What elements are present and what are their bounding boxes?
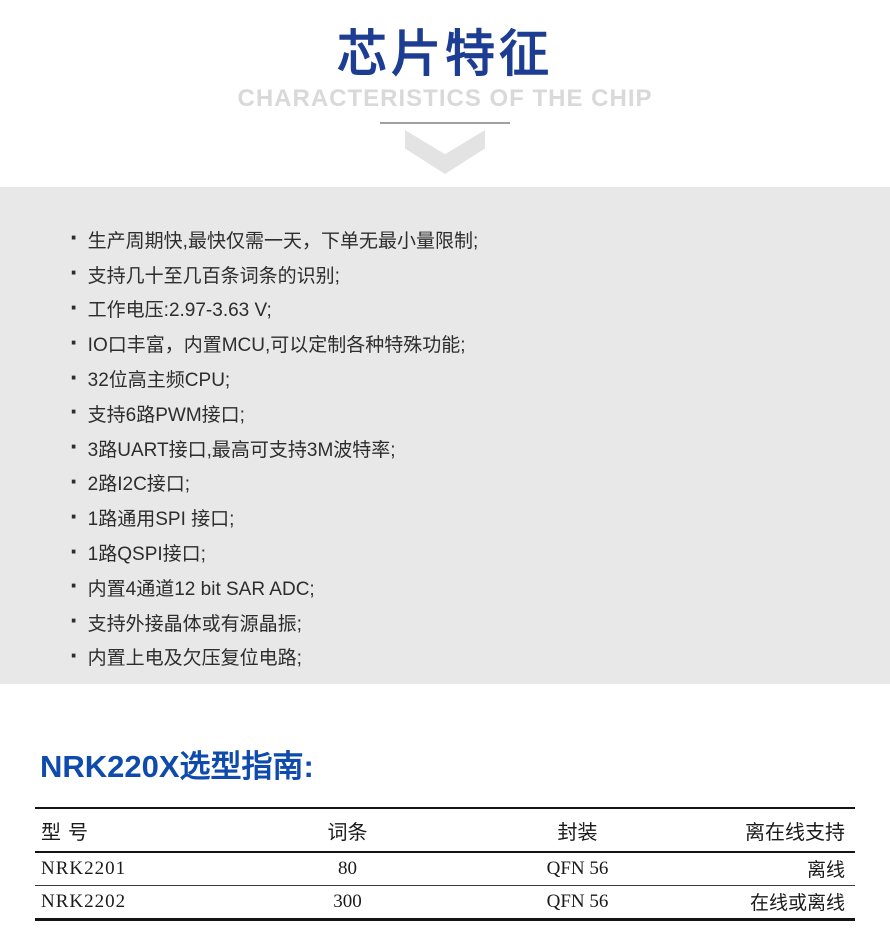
feature-text: 支持几十至几百条词条的识别;: [87, 265, 340, 287]
page-header: 芯片特征 CHARACTERISTICS OF THE CHIP: [0, 0, 890, 174]
divider-line: [380, 122, 510, 124]
column-header-online-support: 离在线支持: [695, 808, 855, 853]
feature-item: · 3路UART接口,最高可支持3M波特率;: [70, 431, 850, 466]
cell-online-support: 离线: [695, 852, 855, 886]
feature-text: 内置上电及欠压复位电路;: [87, 648, 302, 670]
bullet-icon: ·: [70, 326, 79, 357]
cell-online-support: 在线或离线: [749, 893, 845, 914]
feature-item: · 内置上电及欠压复位电路;: [70, 640, 850, 675]
bullet-icon: ·: [70, 500, 79, 531]
feature-text: 1路QSPI接口;: [87, 544, 206, 566]
feature-text: 3路UART接口,最高可支持3M波特率;: [87, 439, 396, 461]
bullet-icon: ·: [70, 291, 79, 322]
cell-package: QFN 56: [460, 852, 695, 886]
bullet-icon: ·: [70, 396, 79, 427]
table-row: NRK2201 80 QFN 56 离线: [35, 852, 855, 886]
cell-entries: 300: [333, 890, 362, 912]
bullet-icon: ·: [70, 605, 79, 636]
bullet-icon: ·: [70, 257, 79, 288]
table-row: NRK2202 300 QFN 56 在线或离线: [35, 886, 855, 920]
feature-item: · 支持外接晶体或有源晶振;: [70, 605, 850, 640]
bullet-icon: ·: [70, 431, 79, 462]
column-header-entries: 词条: [235, 808, 460, 853]
feature-text: 1路通用SPI 接口;: [87, 509, 235, 531]
chevron-down-icon: [405, 130, 485, 174]
feature-text: 生产周期快,最快仅需一天，下单无最小量限制;: [87, 230, 479, 252]
column-header-model: 型 号: [35, 808, 235, 853]
cell-package: QFN 56: [546, 890, 609, 912]
selection-guide-table: 型 号 词条 封装 离在线支持 NRK2201 80 QFN 56 离线 NRK…: [35, 807, 855, 921]
feature-text: 工作电压:2.97-3.63 V;: [87, 300, 272, 322]
cell-model: NRK2201: [35, 852, 235, 886]
table-header-row: 型 号 词条 封装 离在线支持: [35, 808, 855, 853]
feature-item: · 支持几十至几百条词条的识别;: [70, 257, 850, 292]
feature-item: · IO口丰富，内置MCU,可以定制各种特殊功能;: [70, 326, 850, 361]
feature-item: · 工作电压:2.97-3.63 V;: [70, 292, 850, 327]
feature-item: · 内置4通道12 bit SAR ADC;: [70, 570, 850, 605]
feature-text: 支持6路PWM接口;: [87, 404, 245, 426]
feature-text: 内置4通道12 bit SAR ADC;: [87, 578, 315, 600]
feature-text: 支持外接晶体或有源晶振;: [87, 613, 302, 635]
feature-text: 2路I2C接口;: [87, 474, 191, 496]
bullet-icon: ·: [70, 222, 79, 253]
feature-item: · 1路QSPI接口;: [70, 535, 850, 570]
page-subtitle: CHARACTERISTICS OF THE CHIP: [237, 85, 653, 112]
bullet-icon: ·: [70, 465, 79, 496]
cell-model: NRK2202: [41, 890, 127, 912]
feature-item: · 2路I2C接口;: [70, 466, 850, 501]
bullet-icon: ·: [70, 639, 79, 670]
bullet-icon: ·: [70, 570, 79, 601]
feature-list: · 生产周期快,最快仅需一天，下单无最小量限制; · 支持几十至几百条词条的识别; …: [70, 222, 850, 674]
feature-text: 32位高主频CPU;: [87, 370, 231, 392]
feature-item: · 生产周期快,最快仅需一天，下单无最小量限制;: [70, 222, 850, 257]
cell-entries: 80: [235, 852, 460, 886]
bullet-icon: ·: [70, 535, 79, 566]
selection-guide-title: NRK220X选型指南:: [40, 749, 314, 784]
column-header-package: 封装: [460, 808, 695, 853]
feature-band: · 生产周期快,最快仅需一天，下单无最小量限制; · 支持几十至几百条词条的识别; …: [0, 187, 890, 684]
bullet-icon: ·: [70, 361, 79, 392]
page-title: 芯片特征: [337, 26, 553, 82]
feature-text: IO口丰富，内置MCU,可以定制各种特殊功能;: [87, 335, 466, 357]
feature-item: · 支持6路PWM接口;: [70, 396, 850, 431]
feature-item: · 32位高主频CPU;: [70, 361, 850, 396]
feature-item: · 1路通用SPI 接口;: [70, 500, 850, 535]
